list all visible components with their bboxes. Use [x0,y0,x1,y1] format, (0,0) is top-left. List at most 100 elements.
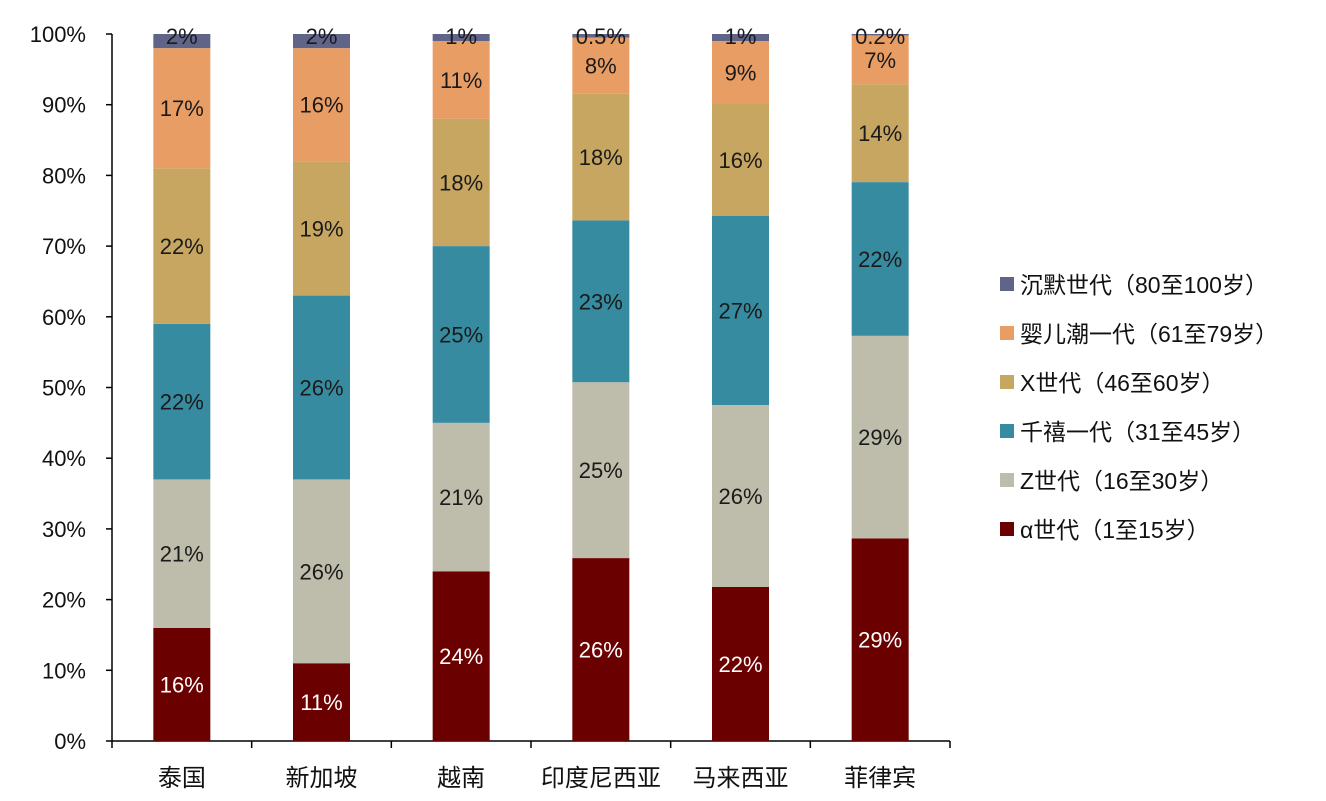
legend-swatch [1000,326,1014,340]
bar-segment [572,34,630,38]
y-tick-label: 10% [42,658,86,683]
x-tick-label: 越南 [437,765,485,792]
bars [153,34,909,741]
bar-segment [293,663,350,741]
bar-segment [432,246,490,423]
data-label: 17% [160,96,204,121]
bar-segment [153,323,211,480]
bar-segment [572,558,630,741]
bar-segment [712,405,769,587]
bar-segment [153,168,211,324]
data-label: 23% [579,289,623,314]
data-label: 21% [439,485,483,510]
bar-segment [851,84,909,183]
y-tick-label: 90% [42,93,86,118]
y-axis: 0% 10% 20% 30% 40% 50% 60% 70% 80% 90% 100% [30,22,113,754]
data-label: 19% [299,216,343,241]
data-label: 26% [299,376,343,401]
data-label: 11% [300,690,342,715]
bar-segment [851,335,909,539]
bar-segment [572,220,630,383]
y-tick-label: 80% [42,163,86,188]
data-label: 22% [160,390,204,415]
bar-segment [432,571,490,741]
data-label: 29% [858,425,902,450]
legend-item: X世代（46至60岁） [1000,370,1225,396]
legend-item: 婴儿潮一代（61至79岁） [1000,321,1278,347]
legend-item: α世代（1至15岁） [1000,517,1210,543]
bar-segment [293,48,350,162]
data-label: 18% [439,170,483,195]
data-label: 26% [299,559,343,584]
legend-swatch [1000,522,1014,536]
legend-swatch [1000,375,1014,389]
legend-swatch [1000,473,1014,487]
data-label: 11% [440,68,482,93]
data-label: 2% [166,24,198,49]
bar-segment [293,295,350,480]
bar-segment [712,104,769,216]
bar-segment [572,37,630,94]
x-tick-label: 菲律宾 [844,765,916,792]
x-tick-label: 泰国 [158,765,206,792]
data-label: 2% [306,24,338,49]
legend-label: X世代（46至60岁） [1020,370,1225,396]
bar-segment [153,627,211,741]
y-tick-label: 60% [42,305,86,330]
legend-label: 婴儿潮一代（61至79岁） [1020,321,1278,347]
legend-label: Z世代（16至30岁） [1020,468,1223,494]
y-tick-label: 50% [42,376,86,401]
bar-segment [572,382,630,559]
data-label: 29% [858,628,902,653]
data-label: 16% [718,148,762,173]
bar-segment [572,93,630,221]
legend-swatch [1000,424,1014,438]
data-label: 8% [585,54,617,79]
data-label: 16% [160,672,204,697]
data-label: 21% [160,542,204,567]
legend-item: 千禧一代（31至45岁） [1000,419,1255,445]
data-label: 0.2% [855,24,905,49]
data-label: 24% [439,644,483,669]
bar-segment [153,34,211,49]
bar-segment [432,118,490,247]
data-label: 16% [299,93,343,118]
bar-segment [851,182,909,336]
legend-item: Z世代（16至30岁） [1000,468,1223,494]
data-label: 25% [439,322,483,347]
bar-segment [293,479,350,664]
bar-segment [153,479,211,628]
y-tick-label: 100% [30,22,86,47]
legend-swatch [1000,277,1014,291]
data-label: 22% [160,234,204,259]
legend-item: 沉默世代（80至100岁） [1000,272,1268,298]
bar-segment [851,34,909,36]
legend: 沉默世代（80至100岁） 婴儿潮一代（61至79岁） X世代（46至60岁） 千禧一… [1000,272,1278,543]
bar-segment [153,48,211,169]
x-tick-label: 新加坡 [286,765,358,792]
data-label: 26% [579,638,623,663]
bar-segment [712,587,769,741]
bar-segment [712,34,769,41]
bar-segment [851,538,909,741]
bar-segment [851,35,909,85]
bar-segment [432,422,490,572]
data-label: 22% [718,652,762,677]
bar-segment [293,34,350,49]
bar-segment [432,34,490,42]
y-tick-label: 20% [42,588,86,613]
data-label: 22% [858,247,902,272]
bar-segment [712,216,769,405]
y-tick-label: 30% [42,517,86,542]
bar-segment [712,41,769,104]
y-tick-label: 0% [54,729,86,754]
bar-labels: 16% 21% 22% 22% 17% 2% 11% 26% 26% 19% 16% 2% 24% 21%… [160,24,905,715]
x-tick-label: 印度尼西亚 [541,765,661,792]
legend-label: 沉默世代（80至100岁） [1020,272,1268,298]
data-label: 1% [725,24,757,49]
data-label: 26% [718,484,762,509]
x-tick-label: 马来西亚 [693,765,789,792]
data-label: 18% [579,145,623,170]
data-label: 1% [445,24,477,49]
